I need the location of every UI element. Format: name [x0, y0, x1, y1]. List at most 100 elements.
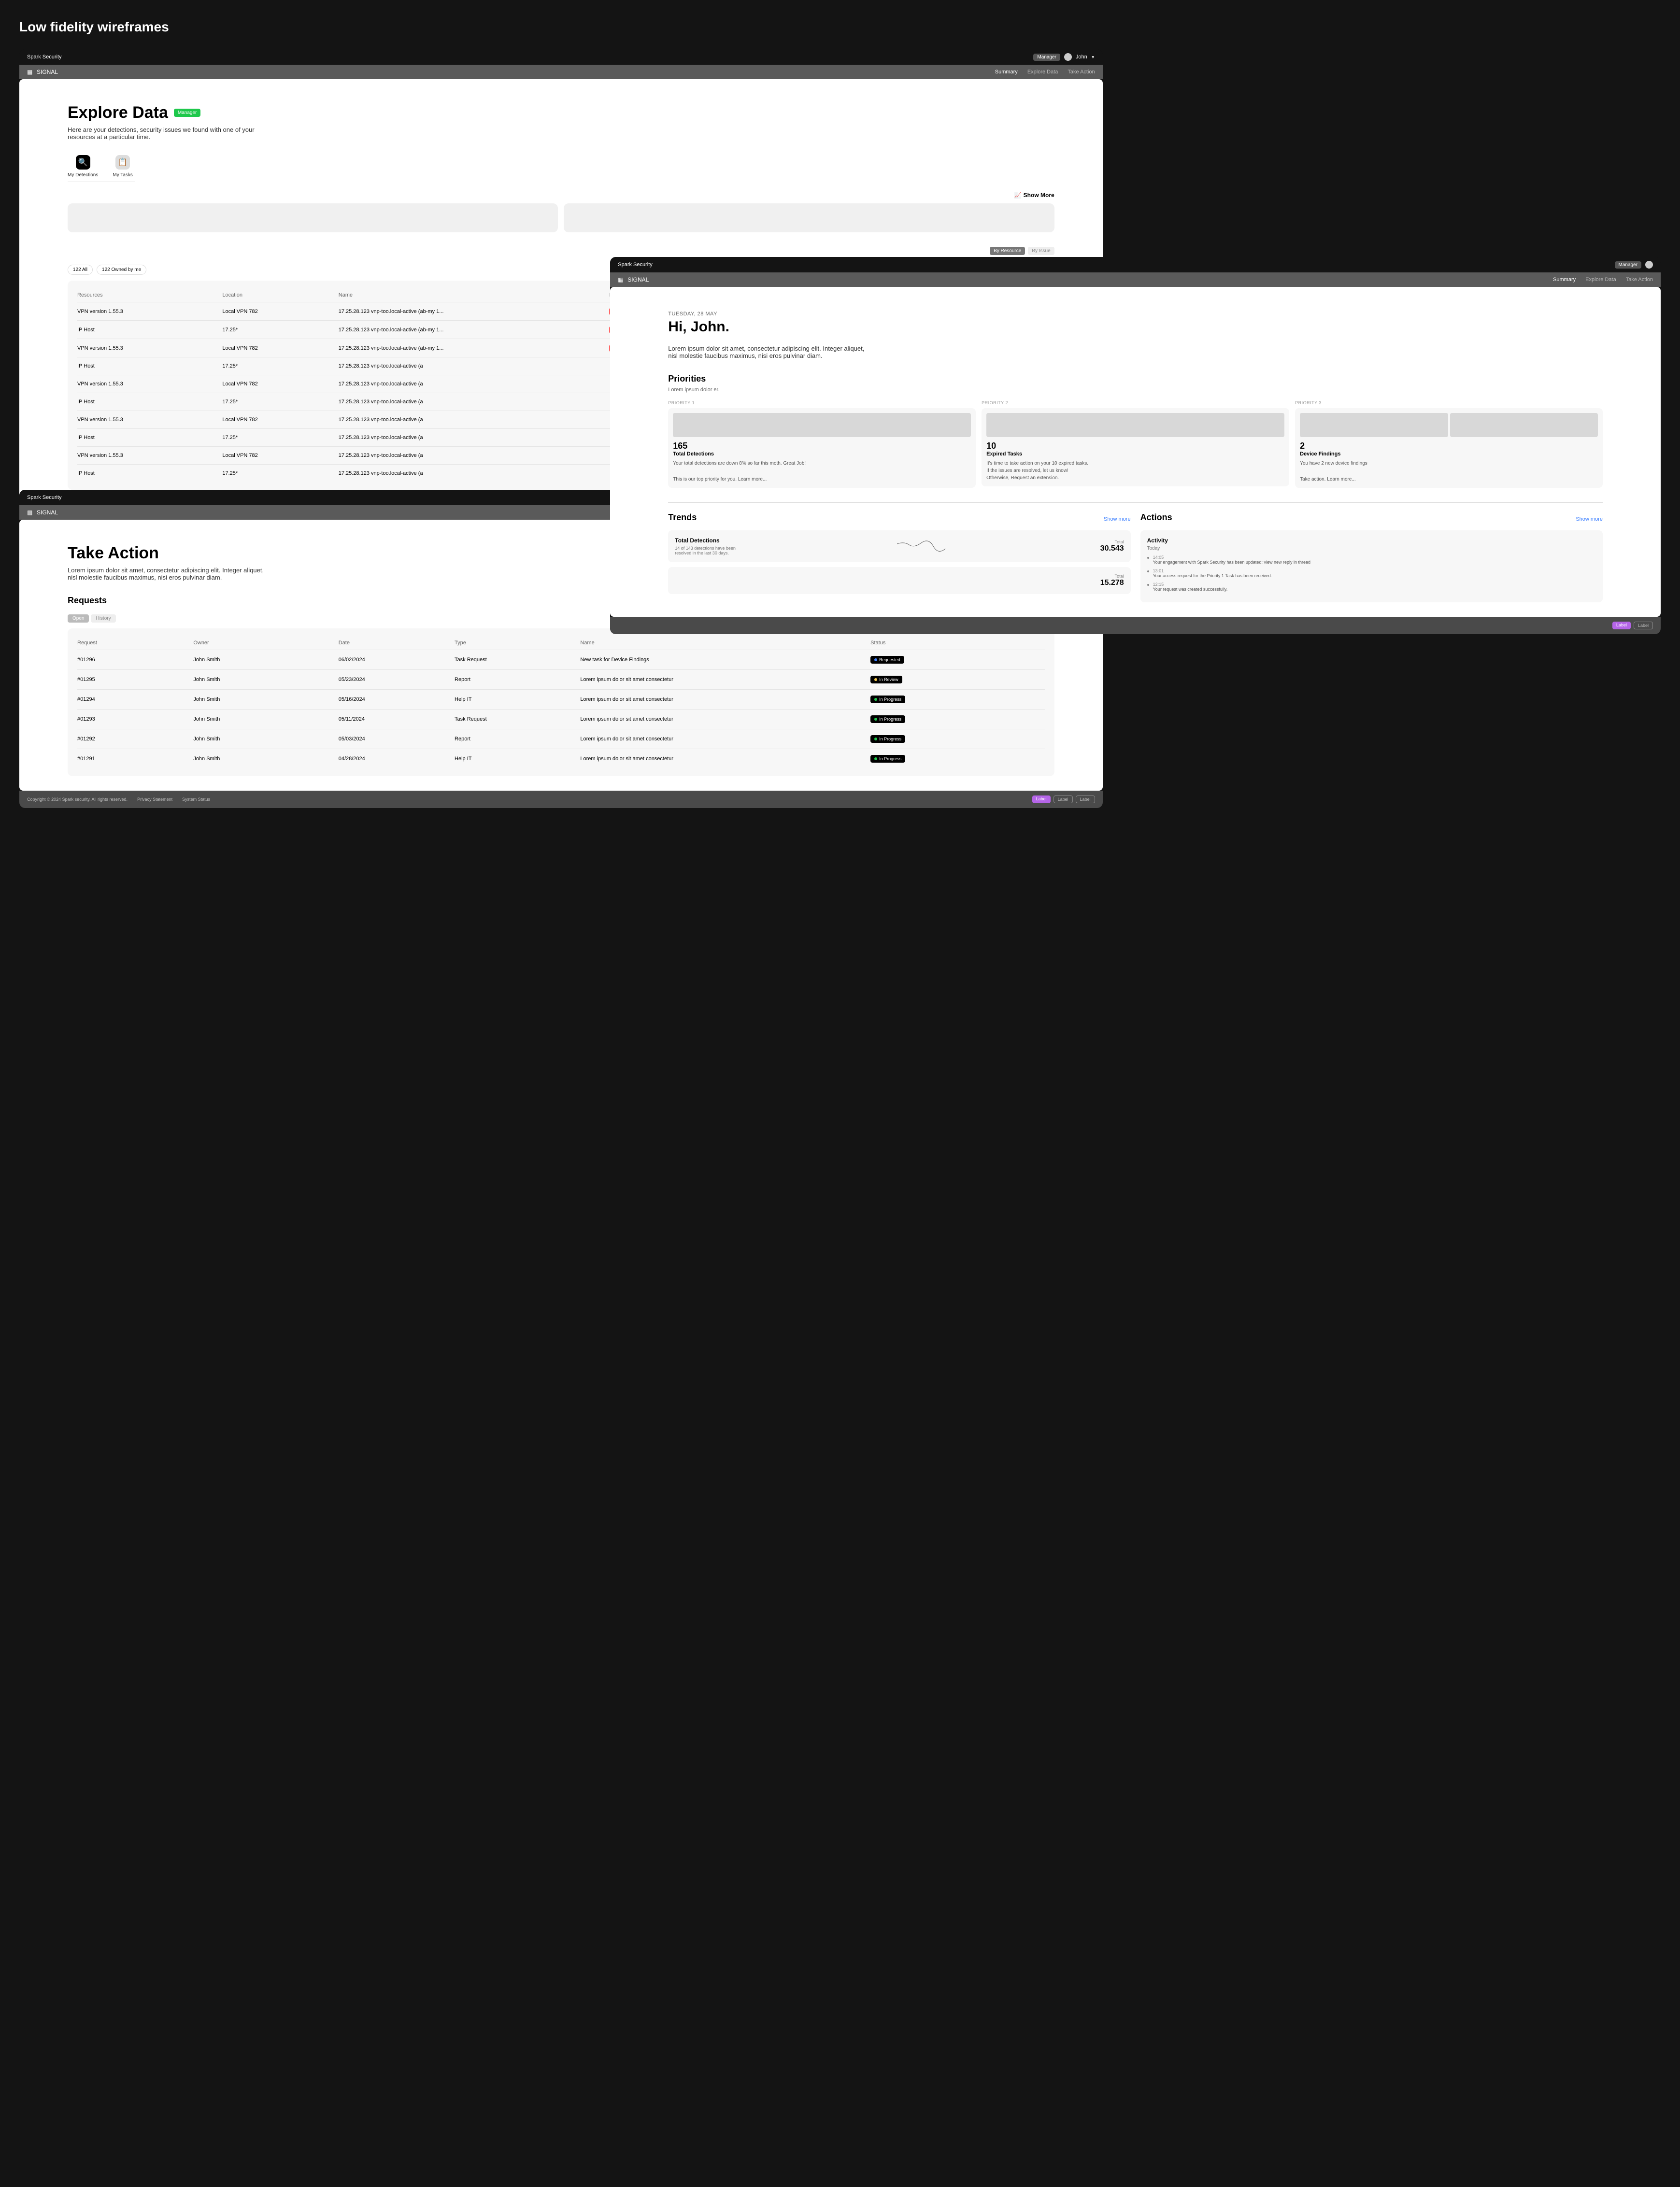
- cell-type: Report: [455, 736, 580, 742]
- brand-label: Spark Security: [27, 495, 62, 500]
- cell-location: Local VPN 782: [222, 417, 338, 423]
- cell-resource: IP Host: [77, 435, 222, 440]
- activity-time: 12:15: [1153, 582, 1228, 587]
- cell-location: 17.25*: [222, 399, 338, 405]
- cell-name: 17.25.28.123 vnp-too.local-active (ab-my…: [339, 345, 610, 351]
- cell-name: 17.25.28.123 vnp-too.local-active (ab-my…: [339, 327, 610, 333]
- col-header: Type: [455, 640, 580, 646]
- nav-take[interactable]: Take Action: [1068, 69, 1095, 75]
- show-more-button[interactable]: 📈 Show More: [68, 192, 1054, 199]
- cell-resource: IP Host: [77, 327, 222, 333]
- table-row[interactable]: #01291 John Smith 04/28/2024 Help IT Lor…: [77, 749, 1045, 768]
- table-row[interactable]: #01296 John Smith 06/02/2024 Task Reques…: [77, 650, 1045, 669]
- label-pill[interactable]: Label: [1054, 795, 1073, 803]
- activity-item[interactable]: 14:05Your engagement with Spark Security…: [1147, 555, 1596, 565]
- navbar: ▦ SIGNAL Summary Explore Data Take Actio…: [610, 272, 1661, 287]
- show-more-link[interactable]: Show more: [1576, 516, 1603, 522]
- brand-label: Spark Security: [618, 262, 653, 268]
- table-row[interactable]: #01295 John Smith 05/23/2024 Report Lore…: [77, 669, 1045, 689]
- label-pill[interactable]: Label: [1032, 795, 1051, 803]
- topbar: Spark Security Manager: [610, 257, 1661, 272]
- status-dot-icon: [874, 698, 877, 701]
- filter-by-resource[interactable]: By Resource: [990, 247, 1025, 255]
- cell-name: 17.25.28.123 vnp-too.local-active (a: [339, 453, 610, 458]
- cell-date: 05/11/2024: [339, 716, 455, 722]
- nav-summary[interactable]: Summary: [995, 69, 1018, 75]
- trend-card[interactable]: Total 15.278: [668, 567, 1130, 594]
- priority-desc: Otherwise, Request an extension.: [986, 474, 1284, 482]
- actions-heading: Actions: [1140, 512, 1172, 523]
- activity-text: Your access request for the Priority 1 T…: [1153, 573, 1272, 578]
- chevron-down-icon[interactable]: ▼: [1091, 55, 1095, 59]
- cell-location: Local VPN 782: [222, 381, 338, 387]
- cell-owner: John Smith: [193, 736, 338, 742]
- nav-brand: SIGNAL: [37, 69, 58, 75]
- cell-type: Task Request: [455, 657, 580, 663]
- nav-take[interactable]: Take Action: [1626, 277, 1653, 283]
- trend-card[interactable]: Total Detections 14 of 143 detections ha…: [668, 530, 1130, 562]
- label-pill[interactable]: Label: [1634, 622, 1653, 629]
- cell-location: Local VPN 782: [222, 309, 338, 314]
- cell-location: Local VPN 782: [222, 345, 338, 351]
- cell-req: #01296: [77, 657, 193, 663]
- nav-summary[interactable]: Summary: [1553, 277, 1576, 283]
- cell-status: In Progress: [870, 715, 1044, 723]
- chip-all[interactable]: 122 All: [68, 265, 93, 275]
- avatar[interactable]: [1064, 53, 1072, 61]
- label-pill[interactable]: Label: [1612, 622, 1631, 629]
- cell-name: Lorem ipsum dolor sit amet consectetur: [580, 736, 870, 742]
- priority-card-2[interactable]: 10 Expired Tasks It's time to take actio…: [982, 408, 1289, 486]
- table-row[interactable]: #01293 John Smith 05/11/2024 Task Reques…: [77, 709, 1045, 729]
- status-link[interactable]: System Status: [182, 797, 210, 802]
- copyright: Copyright © 2024 Spark security. All rig…: [27, 797, 128, 802]
- tab-my-tasks[interactable]: 📋 My Tasks: [113, 155, 133, 178]
- manager-badge: Manager: [1033, 54, 1060, 61]
- chart-placeholder: [68, 203, 558, 232]
- grid-icon[interactable]: ▦: [27, 509, 34, 516]
- tab-my-detections[interactable]: 🔍 My Detections: [68, 155, 98, 178]
- avatar[interactable]: [1645, 261, 1653, 269]
- priority-label: PRIORITY 3: [1295, 400, 1603, 405]
- priority-num: 2: [1300, 441, 1598, 451]
- show-more-link[interactable]: Show more: [1104, 516, 1131, 522]
- cell-req: #01291: [77, 756, 193, 762]
- priority-desc: Take action. Learn more...: [1300, 476, 1598, 483]
- activity-text: Your engagement with Spark Security has …: [1153, 560, 1310, 565]
- image-placeholder: [673, 413, 971, 437]
- priority-card-3[interactable]: 2 Device Findings You have 2 new device …: [1295, 408, 1603, 488]
- activity-item[interactable]: 12:15Your request was created successful…: [1147, 582, 1596, 592]
- explore-title: Explore Data Manager: [68, 103, 1054, 122]
- cell-owner: John Smith: [193, 696, 338, 702]
- grid-icon[interactable]: ▦: [618, 276, 625, 283]
- cell-name: New task for Device Findings: [580, 657, 870, 663]
- trend-sub: 14 of 143 detections have been resolved …: [675, 546, 742, 555]
- cell-req: #01294: [77, 696, 193, 702]
- cell-resource: IP Host: [77, 470, 222, 476]
- explore-title-text: Explore Data: [68, 103, 168, 122]
- image-placeholder: [1300, 413, 1448, 437]
- tab-open[interactable]: Open: [68, 614, 89, 623]
- tab-label: My Detections: [68, 172, 98, 178]
- take-title-text: Take Action: [68, 544, 159, 563]
- nav-explore[interactable]: Explore Data: [1027, 69, 1058, 75]
- cell-name: 17.25.28.123 vnp-too.local-active (a: [339, 399, 610, 405]
- chip-owned[interactable]: 122 Owned by me: [97, 265, 146, 275]
- table-row[interactable]: #01292 John Smith 05/03/2024 Report Lore…: [77, 729, 1045, 749]
- cell-location: 17.25*: [222, 435, 338, 440]
- activity-item[interactable]: 13:01Your access request for the Priorit…: [1147, 568, 1596, 578]
- grid-icon[interactable]: ▦: [27, 69, 34, 75]
- nav-explore[interactable]: Explore Data: [1585, 277, 1616, 283]
- manager-pill: Manager: [174, 109, 200, 117]
- filter-by-issue[interactable]: By Issue: [1028, 247, 1054, 255]
- label-pill[interactable]: Label: [1076, 795, 1095, 803]
- total-label: Total: [1100, 540, 1124, 544]
- privacy-link[interactable]: Privacy Statement: [137, 797, 172, 802]
- priority-card-1[interactable]: 165 Total Detections Your total detectio…: [668, 408, 976, 488]
- cell-req: #01292: [77, 736, 193, 742]
- cell-name: 17.25.28.123 vnp-too.local-active (a: [339, 381, 610, 387]
- col-header: Location: [222, 292, 338, 298]
- tab-history[interactable]: History: [91, 614, 115, 623]
- cell-name: 17.25.28.123 vnp-too.local-active (a: [339, 363, 610, 369]
- table-row[interactable]: #01294 John Smith 05/16/2024 Help IT Lor…: [77, 689, 1045, 709]
- user-name[interactable]: John: [1076, 54, 1087, 60]
